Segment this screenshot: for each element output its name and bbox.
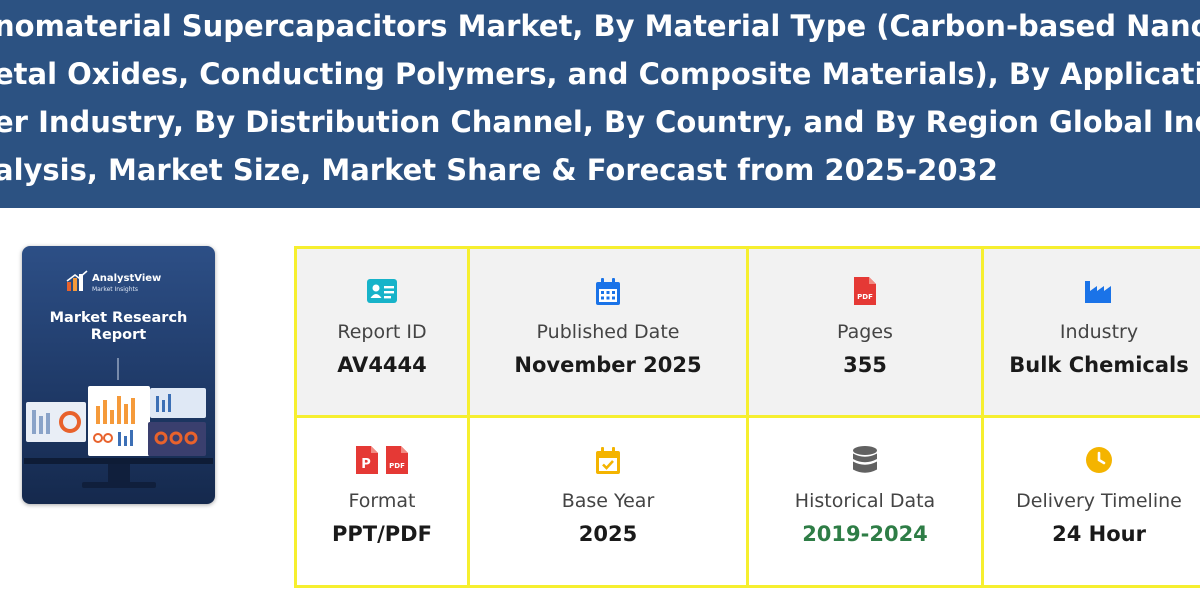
pdf-file-icon: PDF bbox=[386, 446, 408, 474]
base-year-label: Base Year bbox=[561, 490, 655, 512]
historical-data-label: Historical Data bbox=[794, 490, 936, 512]
cover-brand-subtitle: Market Insights bbox=[92, 286, 138, 293]
delivery-timeline-label: Delivery Timeline bbox=[1016, 490, 1182, 512]
report-title-banner: nomaterial Supercapacitors Market, By Ma… bbox=[0, 0, 1200, 208]
pdf-file-icon: PDF bbox=[854, 277, 876, 305]
pages-cell: PDF Pages 355 bbox=[749, 249, 981, 415]
cover-brand-name: AnalystView bbox=[92, 273, 162, 284]
calendar-check-icon bbox=[596, 446, 620, 474]
report-title-line-1: nomaterial Supercapacitors Market, By Ma… bbox=[0, 9, 1200, 43]
cover-title-line-1: Market Research bbox=[49, 310, 188, 326]
industry-label: Industry bbox=[1059, 321, 1139, 343]
clock-icon bbox=[1086, 447, 1112, 473]
published-date-label: Published Date bbox=[536, 321, 680, 343]
delivery-timeline-cell: Delivery Timeline 24 Hour bbox=[984, 418, 1200, 585]
format-cell: P PDF Format PPT/PDF bbox=[297, 418, 467, 585]
published-date-cell: Published Date November 2025 bbox=[470, 249, 746, 415]
report-title-line-2: etal Oxides, Conducting Polymers, and Co… bbox=[0, 57, 1200, 91]
report-id-label: Report ID bbox=[337, 321, 427, 343]
report-title-line-4: alysis, Market Size, Market Share & Fore… bbox=[0, 153, 998, 187]
format-label: Format bbox=[348, 490, 416, 512]
pages-label: Pages bbox=[837, 321, 893, 343]
industry-value: Bulk Chemicals bbox=[1009, 353, 1189, 377]
historical-data-value: 2019-2024 bbox=[802, 522, 928, 546]
cover-dashboard-illustration bbox=[24, 358, 213, 488]
ppt-file-icon: P bbox=[356, 446, 378, 474]
database-icon bbox=[853, 446, 877, 473]
report-id-value: AV4444 bbox=[337, 353, 427, 377]
published-date-value: November 2025 bbox=[514, 353, 702, 377]
id-card-icon bbox=[367, 279, 397, 303]
report-title-line-3: er Industry, By Distribution Channel, By… bbox=[0, 105, 1200, 139]
historical-data-cell: Historical Data 2019-2024 bbox=[749, 418, 981, 585]
base-year-value: 2025 bbox=[578, 522, 638, 546]
report-id-cell: Report ID AV4444 bbox=[297, 249, 467, 415]
industry-cell: Industry Bulk Chemicals bbox=[984, 249, 1200, 415]
delivery-timeline-value: 24 Hour bbox=[1052, 522, 1146, 546]
base-year-cell: Base Year 2025 bbox=[470, 418, 746, 585]
calendar-icon bbox=[596, 277, 620, 305]
pdf-badge-text: PDF bbox=[857, 293, 873, 301]
ppt-badge-text: P bbox=[361, 457, 371, 472]
factory-icon bbox=[1085, 281, 1111, 303]
report-info-grid: Report ID AV4444 Published Date November… bbox=[294, 246, 1200, 588]
pages-value: 355 bbox=[843, 353, 887, 377]
cover-title: Market Research Report bbox=[22, 310, 215, 344]
pdf-badge-text: PDF bbox=[389, 462, 405, 470]
format-value: PPT/PDF bbox=[332, 522, 432, 546]
cover-title-line-2: Report bbox=[90, 327, 147, 343]
report-cover-image: AnalystView Market Insights Market Resea… bbox=[22, 246, 215, 504]
analystview-logo-icon bbox=[66, 270, 88, 291]
